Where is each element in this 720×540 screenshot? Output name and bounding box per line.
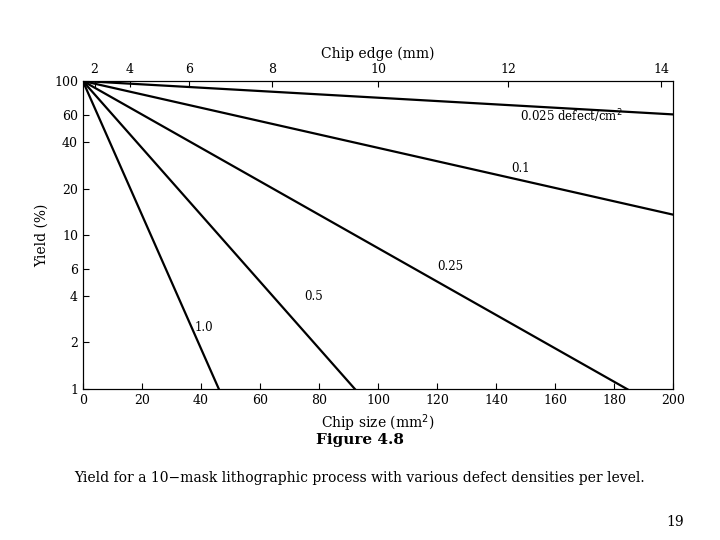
- X-axis label: Chip edge (mm): Chip edge (mm): [321, 46, 435, 60]
- Text: 0.25: 0.25: [437, 260, 463, 273]
- X-axis label: Chip size (mm$^2$): Chip size (mm$^2$): [321, 412, 435, 434]
- Text: 0.1: 0.1: [511, 162, 529, 175]
- Text: Yield for a 10−mask lithographic process with various defect densities per level: Yield for a 10−mask lithographic process…: [75, 471, 645, 485]
- Text: 1.0: 1.0: [195, 321, 214, 334]
- Y-axis label: Yield (%): Yield (%): [35, 203, 48, 267]
- Text: 19: 19: [667, 515, 684, 529]
- Text: 0.025 defect/cm$^2$: 0.025 defect/cm$^2$: [520, 107, 622, 125]
- Text: 0.5: 0.5: [304, 289, 323, 302]
- Text: Figure 4.8: Figure 4.8: [316, 433, 404, 447]
